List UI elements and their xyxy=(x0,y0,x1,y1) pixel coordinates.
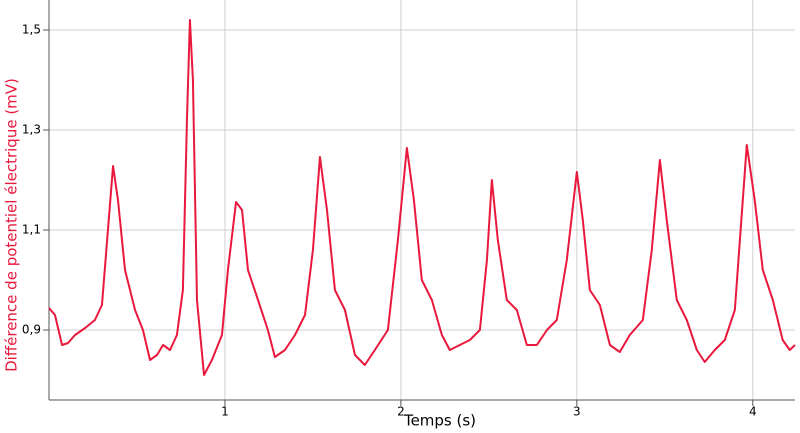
y-tick-label: 1,3 xyxy=(22,123,41,137)
y-axis-title: Différence de potentiel électrique (mV) xyxy=(3,78,21,372)
y-tick-label: 1,5 xyxy=(22,23,41,37)
x-axis-title: Temps (s) xyxy=(403,412,476,430)
line xyxy=(48,19,796,376)
x-tick-label: 4 xyxy=(749,405,757,419)
x-tick-label: 1 xyxy=(221,405,229,419)
x-tick-label: 3 xyxy=(573,405,581,419)
y-tick-label: 0,9 xyxy=(22,323,41,337)
x-tick-label: 2 xyxy=(397,405,405,419)
y-tick-label: 1,1 xyxy=(22,223,41,237)
